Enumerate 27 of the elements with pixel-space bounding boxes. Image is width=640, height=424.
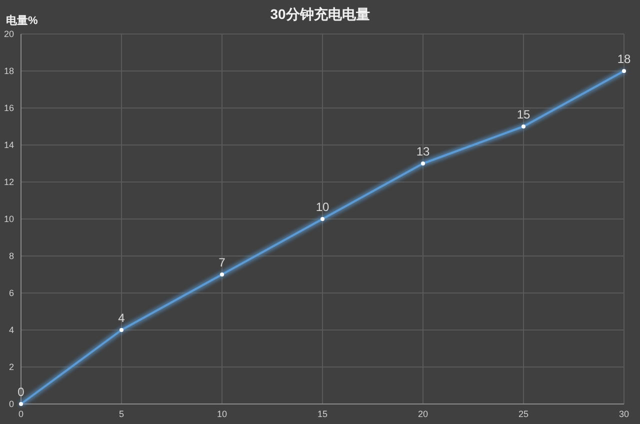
y-tick-label: 14 [4,140,14,150]
y-tick-label: 16 [4,103,14,113]
data-label: 13 [416,144,430,158]
y-tick-label: 8 [8,251,14,261]
chart-title: 30分钟充电电量 [270,6,370,22]
x-tick-label: 10 [216,409,228,419]
data-label: 15 [516,108,530,122]
data-label: 18 [617,52,631,66]
data-label: 7 [218,256,226,270]
x-tick-label: 20 [418,409,428,419]
data-label: 4 [118,311,126,325]
y-tick-label: 18 [4,66,14,76]
data-label: 0 [18,385,25,399]
y-axis-title: 电量% [6,14,38,27]
y-tick-label: 0 [8,399,14,409]
y-tick-label: 20 [4,29,14,39]
y-tick-label: 6 [8,288,14,298]
data-label: 10 [316,200,330,214]
y-tick-label: 12 [4,177,14,187]
x-tick-label: 0 [18,409,24,419]
y-tick-label: 4 [8,325,14,335]
x-tick-label: 25 [518,409,529,419]
x-tick-label: 30 [618,409,630,419]
x-tick-label: 5 [118,409,124,419]
x-tick-label: 15 [317,409,328,419]
y-tick-label: 10 [4,214,14,224]
y-tick-label: 2 [8,362,14,372]
